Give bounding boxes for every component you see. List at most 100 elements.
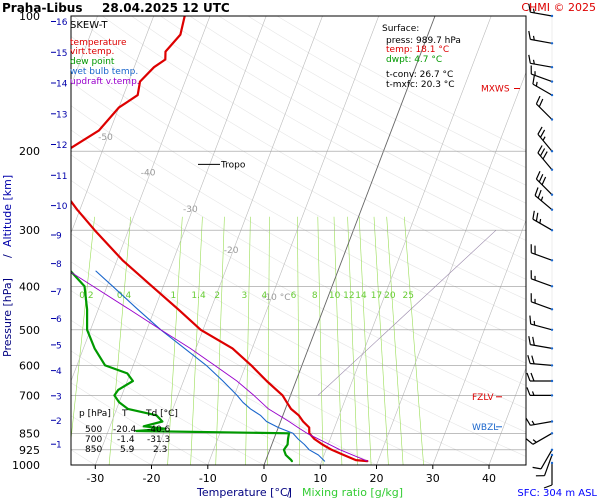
- station-title: Praha-Libus: [2, 1, 82, 15]
- isotherm-line: [432, 219, 526, 465]
- wind-barb-base: [550, 118, 554, 121]
- y-axis-title: Pressure [hPa] / Altitude [km]: [1, 175, 14, 357]
- isotherm-line: [71, 16, 211, 382]
- pressure-tick-label: 925: [19, 444, 40, 457]
- pressure-tick-label: 1000: [12, 459, 40, 472]
- wind-barb-base: [550, 379, 554, 383]
- isotherm-label: -10 °C: [262, 293, 290, 303]
- surface-title: Surface:: [382, 24, 419, 34]
- wind-barb-base: [550, 432, 554, 435]
- dry-adiabat-line: [71, 36, 526, 300]
- altitude-tick-label: 4: [56, 367, 62, 377]
- wind-barb-flag: [528, 336, 531, 345]
- mixing-ratio-label: 12: [343, 291, 354, 301]
- table-row-700-t: -1.4: [117, 435, 135, 445]
- wind-barb-half-flag: [532, 35, 535, 41]
- dry-adiabat-line: [131, 16, 526, 241]
- wind-barb-flag: [527, 355, 531, 364]
- wind-barb-shaft: [532, 218, 553, 231]
- wind-barb-base: [550, 461, 554, 465]
- legend-item-virt-temp: virt.temp.: [70, 47, 114, 57]
- legend-item-wet-bulb: wet bulb temp.: [70, 67, 138, 77]
- mixing-ratio-label: 6: [291, 291, 297, 301]
- wind-barb-shaft: [530, 62, 553, 68]
- mixing-ratio-line: [333, 216, 343, 465]
- altitude-tick-label: 6: [56, 315, 62, 325]
- mixing-ratio-label: 17: [371, 291, 382, 301]
- table-row-700-td: -31.3: [147, 435, 170, 445]
- dry-adiabat-line: [71, 154, 526, 409]
- pressure-tick-label: 100: [19, 10, 40, 23]
- y-axis-label-2: Altitude [km]: [1, 175, 14, 247]
- wind-barb-half-flag: [532, 439, 537, 443]
- wind-barb-base: [550, 42, 554, 45]
- legend-item-temperature: temperature: [70, 38, 127, 48]
- wind-barb-shaft: [532, 432, 553, 445]
- wind-barb-half-flag: [539, 218, 542, 224]
- altitude-tick-label: 13: [56, 110, 67, 120]
- wind-barb-base: [550, 93, 554, 97]
- wind-barb-shaft: [530, 38, 553, 44]
- wind-barb-base: [550, 308, 554, 311]
- dry-adiabat-line: [71, 58, 526, 321]
- dry-adiabat-line: [189, 16, 526, 204]
- mixing-ratio-line: [373, 216, 389, 465]
- wind-barb-flag: [541, 176, 547, 186]
- wind-barb-shaft: [531, 252, 553, 261]
- plot-border: [70, 15, 527, 466]
- table-header-t: T: [121, 409, 128, 419]
- surface-tmxfc: t-mxfc: 20.3 °C: [386, 80, 455, 90]
- surface-dwpt: dwpt: 4.7 °C: [386, 55, 442, 65]
- wind-barb-flag: [528, 30, 531, 40]
- mixing-ratio-label: 3: [242, 291, 248, 301]
- wind-barb-half-flag: [531, 420, 535, 425]
- altitude-tick-label: 2: [56, 417, 62, 427]
- wind-barb-shaft: [530, 362, 553, 366]
- altitude-tick-label: 16: [56, 18, 68, 28]
- isotherm-label: -30: [183, 205, 198, 215]
- isotherm-line: [545, 16, 600, 465]
- plot-area: [71, 16, 526, 465]
- mixing-ratio-label: 20: [384, 291, 396, 301]
- wind-barb-flag: [526, 372, 531, 382]
- wind-barb-base: [550, 448, 554, 451]
- wind-barb-base: [550, 347, 554, 350]
- dry-adiabat-line: [72, 16, 526, 280]
- wind-barb-shaft: [543, 454, 553, 476]
- x-tick-label: -30: [86, 472, 104, 485]
- x-tick-label: 0: [261, 472, 268, 485]
- mixing-ratio-label: 4: [262, 291, 268, 301]
- parcel-guide-line: [317, 229, 497, 396]
- mixing-ratio-label: 1.4: [191, 291, 206, 301]
- wind-barb-base: [550, 66, 554, 69]
- wind-barb-flag: [531, 355, 535, 364]
- wind-barb-base: [550, 208, 554, 211]
- wind-barb-base: [550, 150, 554, 153]
- isotherm-line: [376, 71, 526, 465]
- wind-barb-flag: [529, 315, 532, 325]
- wind-barb-flag: [532, 466, 542, 470]
- altitude-tick-label: 5: [56, 341, 62, 351]
- wind-barb-base: [550, 364, 554, 367]
- isotherm-line: [71, 16, 154, 234]
- x-axis-label: Temperature [°C]: [196, 486, 292, 499]
- altitude-tick-label: 1: [56, 441, 62, 451]
- mixing-ratio-line: [245, 216, 251, 465]
- wind-barb-half-flag: [531, 391, 535, 396]
- wind-barb-flag: [539, 148, 546, 157]
- altitude-tick-label: 14: [56, 80, 68, 90]
- y-axis-label: Pressure [hPa]: [1, 278, 14, 357]
- isotherm-line: [263, 16, 436, 465]
- mixing-ratio-line: [190, 216, 203, 465]
- axis-layer: TropoMXWSFZLVWBZL10020030040050060070085…: [12, 10, 520, 485]
- wind-barb-flag: [530, 372, 535, 382]
- wind-barb-half-flag: [532, 59, 535, 65]
- surface-temp: temp: 18.1 °C: [386, 45, 449, 55]
- wind-barb-flag: [543, 484, 553, 489]
- isotherm-label: -50: [98, 133, 113, 143]
- wind-barb-flag: [535, 171, 541, 180]
- table-row-850-p: 850: [85, 445, 102, 455]
- wind-barb-flag: [532, 75, 535, 85]
- surface-info: Surface: press: 989.7 hPa temp: 18.1 °C …: [382, 24, 461, 90]
- table-row-500-td: -40.6: [147, 425, 171, 435]
